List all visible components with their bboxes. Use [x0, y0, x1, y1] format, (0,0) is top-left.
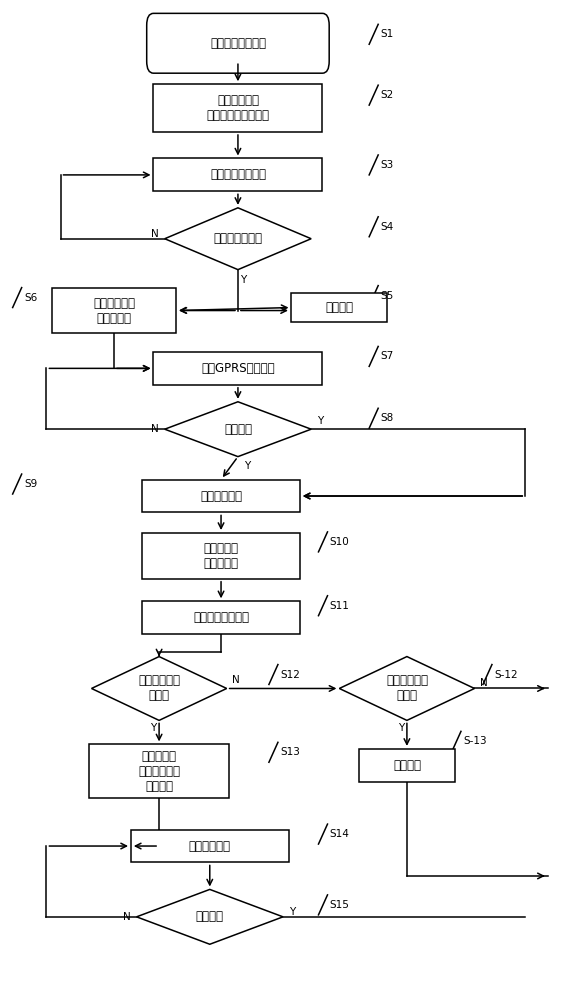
- Text: S5: S5: [380, 291, 394, 301]
- Polygon shape: [136, 889, 283, 944]
- Bar: [291, 293, 387, 322]
- Text: S11: S11: [330, 601, 350, 611]
- Text: S13: S13: [280, 747, 300, 757]
- Polygon shape: [92, 657, 226, 720]
- Bar: [359, 749, 455, 782]
- Text: 发送位置信息: 发送位置信息: [189, 840, 231, 853]
- FancyBboxPatch shape: [147, 13, 329, 73]
- Text: S8: S8: [380, 413, 394, 423]
- Text: Y: Y: [398, 723, 404, 733]
- Bar: [153, 352, 323, 385]
- Text: 连接成功: 连接成功: [224, 423, 252, 436]
- Text: 数据格式转换
存入缓冲区: 数据格式转换 存入缓冲区: [93, 297, 135, 325]
- Text: S15: S15: [330, 900, 350, 910]
- Text: Y: Y: [317, 416, 323, 426]
- Text: N: N: [232, 675, 240, 685]
- Text: 是否为有效数据: 是否为有效数据: [213, 232, 263, 245]
- Text: Y: Y: [289, 907, 295, 917]
- Text: Y: Y: [151, 723, 157, 733]
- Polygon shape: [165, 208, 311, 270]
- Text: S4: S4: [380, 222, 394, 232]
- Text: S3: S3: [380, 160, 394, 170]
- Text: 系统、端口初始化: 系统、端口初始化: [210, 37, 266, 50]
- Text: S6: S6: [24, 293, 37, 303]
- Bar: [142, 533, 300, 579]
- Text: N: N: [480, 678, 488, 688]
- Polygon shape: [165, 402, 311, 457]
- Text: S1: S1: [380, 29, 394, 39]
- Text: 开启报警: 开启报警: [393, 759, 421, 772]
- Text: 侧翻危险等级
为二级: 侧翻危险等级 为二级: [138, 674, 180, 702]
- Text: 调用显示: 调用显示: [325, 301, 353, 314]
- Text: 保护装置复位
保护控制及报警复位: 保护装置复位 保护控制及报警复位: [207, 94, 269, 122]
- Text: S9: S9: [24, 479, 37, 489]
- Bar: [153, 158, 323, 191]
- Text: Y: Y: [243, 461, 250, 471]
- Text: S7: S7: [380, 351, 394, 361]
- Text: 判断侧翻危险等级: 判断侧翻危险等级: [193, 611, 249, 624]
- Text: 中均值滤波
卡尔曼滤波: 中均值滤波 卡尔曼滤波: [204, 542, 238, 570]
- Text: 调用定位接收函数: 调用定位接收函数: [210, 168, 266, 181]
- Bar: [52, 288, 176, 333]
- Text: S2: S2: [380, 90, 394, 100]
- Text: S14: S14: [330, 829, 350, 839]
- Text: S12: S12: [280, 670, 300, 680]
- Text: 发送成功: 发送成功: [196, 910, 224, 923]
- Text: S-12: S-12: [494, 670, 518, 680]
- Bar: [142, 601, 300, 634]
- Bar: [89, 744, 229, 798]
- Text: N: N: [151, 424, 159, 434]
- Text: N: N: [123, 912, 131, 922]
- Text: N: N: [151, 229, 159, 239]
- Text: 判断GPRS连接状态: 判断GPRS连接状态: [201, 362, 275, 375]
- Text: Y: Y: [241, 275, 247, 285]
- Bar: [142, 480, 300, 512]
- Text: 侧翻危险等级
为一级: 侧翻危险等级 为一级: [386, 674, 428, 702]
- Bar: [153, 84, 323, 132]
- Bar: [131, 830, 289, 862]
- Text: S10: S10: [330, 537, 349, 547]
- Polygon shape: [340, 657, 474, 720]
- Text: 开启继电器
开启保护控制
开启报警: 开启继电器 开启保护控制 开启报警: [138, 750, 180, 793]
- Text: 接收位姿数据: 接收位姿数据: [200, 490, 242, 503]
- Text: S-13: S-13: [463, 736, 487, 746]
